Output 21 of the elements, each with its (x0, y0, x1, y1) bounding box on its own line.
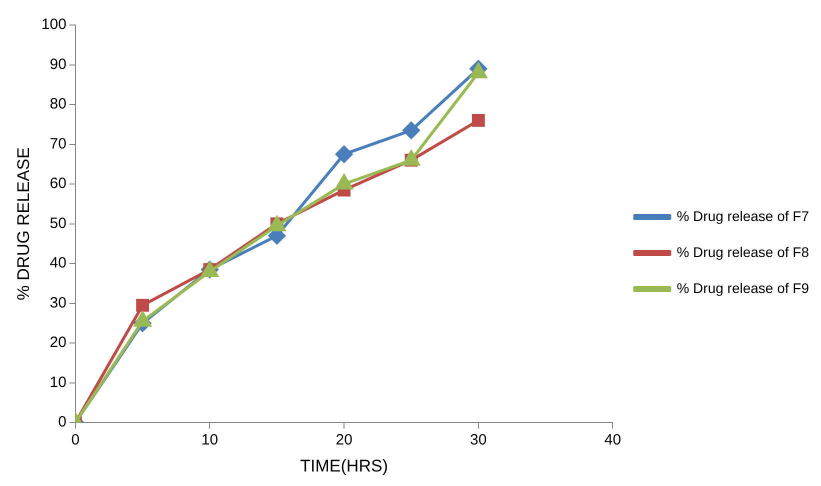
x-tick-label: 10 (201, 432, 218, 449)
legend-label: % Drug release of F8 (676, 244, 810, 260)
x-tick-label: 0 (71, 432, 80, 449)
y-tick-label: 40 (50, 254, 66, 272)
legend-label: % Drug release of F9 (676, 280, 810, 296)
x-axis-title: TIME(HRS) (300, 456, 388, 476)
x-tick-label: 40 (604, 432, 622, 449)
y-tick-label: 60 (50, 175, 66, 192)
y-tick-label: 50 (50, 214, 66, 232)
y-axis-title: % DRUG RELEASE (14, 147, 33, 300)
y-tick-label: 30 (50, 294, 66, 312)
y-tick-label: 100 (41, 16, 66, 34)
y-tick-label: 80 (50, 96, 66, 113)
legend-label: % Drug release of F7 (676, 208, 810, 224)
y-tick-label: 70 (50, 135, 66, 152)
x-tick-label: 30 (470, 432, 487, 449)
x-tick-label: 20 (336, 432, 352, 449)
y-tick-label: 10 (50, 374, 66, 391)
y-tick-label: 90 (50, 56, 66, 73)
y-tick-label: 20 (50, 334, 66, 352)
y-tick-label: 0 (58, 414, 66, 431)
